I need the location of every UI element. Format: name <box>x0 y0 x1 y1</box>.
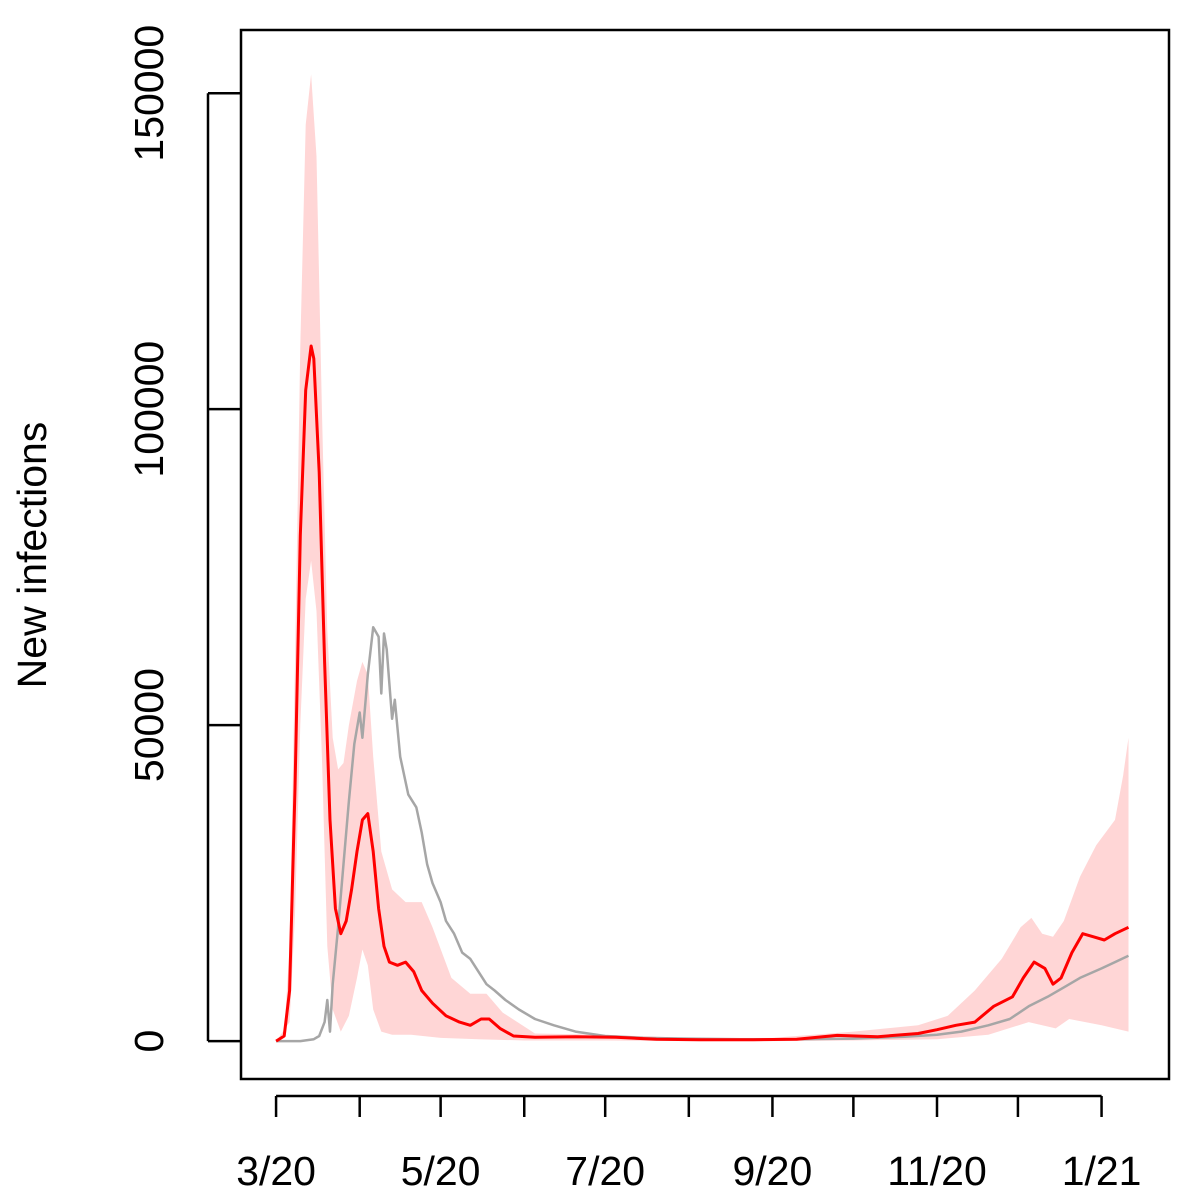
uncertainty-band <box>276 74 1129 1042</box>
observed-series-layer <box>276 625 1130 1043</box>
x-tick-label: 11/20 <box>887 1148 987 1194</box>
plot-frame <box>239 28 1171 1081</box>
x-tick-label: 5/20 <box>401 1148 481 1194</box>
x-tick-label: 7/20 <box>565 1148 645 1194</box>
model-series-layer <box>275 344 1130 1043</box>
y-tick-label: 100000 <box>126 341 172 478</box>
x-tick-label: 3/20 <box>236 1148 316 1194</box>
x-axis: 3/20 5/20 7/20 9/20 11/20 1/21 <box>236 1094 1142 1194</box>
y-axis-title: New infections <box>9 422 55 689</box>
x-tick-label: 9/20 <box>732 1148 812 1194</box>
observed-series-line <box>276 625 1130 1043</box>
y-tick-label: 0 <box>126 1030 172 1053</box>
uncertainty-band-layer <box>276 74 1129 1042</box>
y-axis: 0 50000 100000 150000 <box>126 25 241 1053</box>
y-tick-label: 50000 <box>126 668 172 782</box>
y-tick-label: 150000 <box>126 25 172 162</box>
model-series-line <box>275 344 1130 1043</box>
x-tick-label: 1/21 <box>1062 1148 1142 1194</box>
